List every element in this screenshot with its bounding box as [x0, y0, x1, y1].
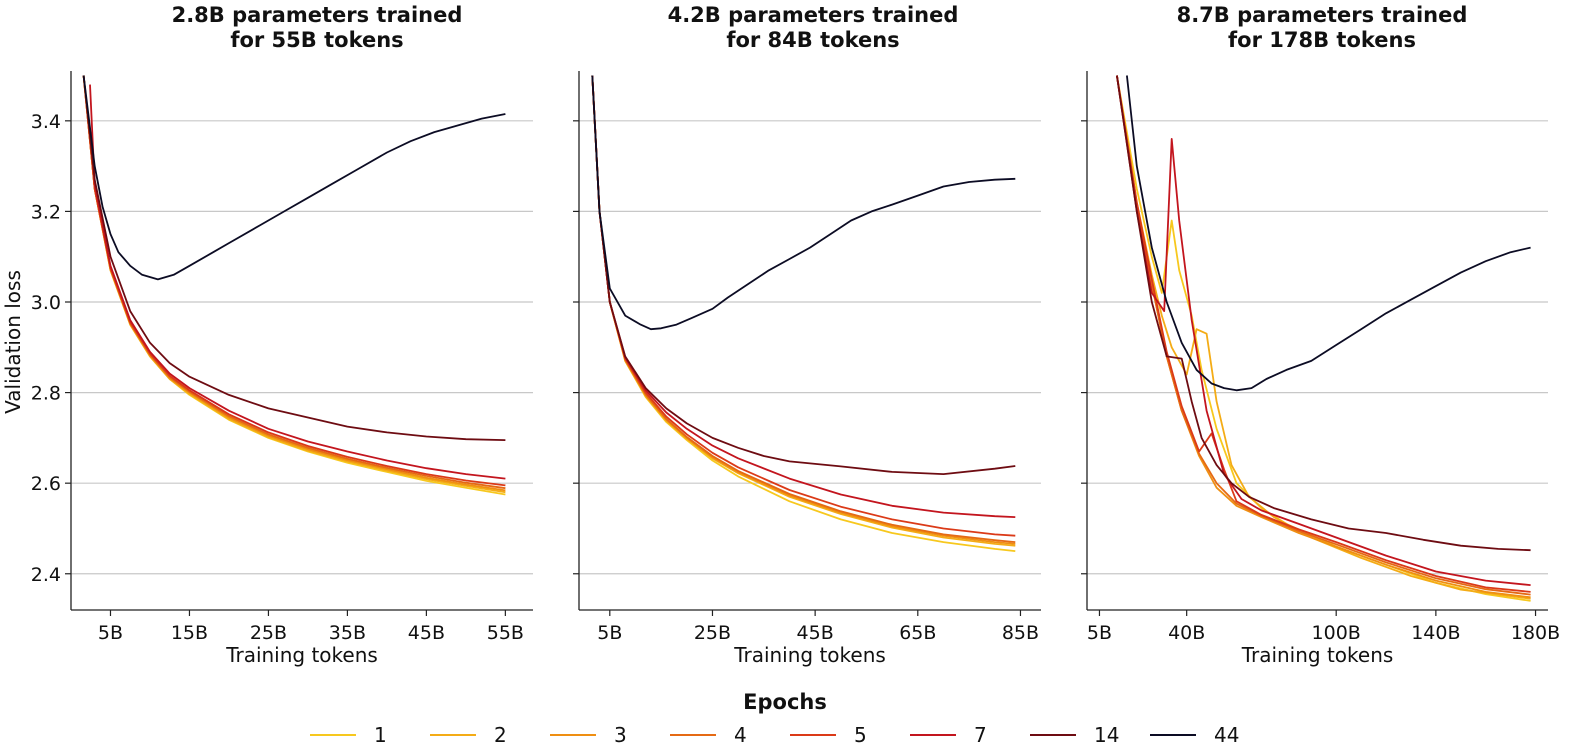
- x-tick-label: 140B: [1411, 622, 1460, 644]
- series-line-epochs-44: [1126, 75, 1531, 392]
- legend-label: 5: [854, 723, 867, 747]
- y-tick-label: 3.4: [31, 111, 61, 133]
- series-line-epochs-5: [1116, 75, 1531, 593]
- series-line-epochs-14: [591, 75, 1016, 476]
- x-axis-label: Training tokens: [225, 643, 378, 667]
- y-tick-label: 2.8: [31, 383, 61, 405]
- series-line-epochs-7: [1116, 75, 1531, 586]
- series-line-epochs-2: [591, 75, 1016, 547]
- series-line-epochs-5: [591, 75, 1016, 537]
- x-tick-label: 5B: [98, 622, 123, 644]
- x-tick-label: 180B: [1511, 622, 1560, 644]
- series-line-epochs-7: [591, 75, 1016, 518]
- legend: Epochs 1 2 3 4 5 7 14 44: [310, 690, 1239, 747]
- legend-label: 2: [494, 723, 507, 747]
- series-line-epochs-1: [82, 75, 506, 496]
- panel-title: 8.7B parameters trained: [1177, 3, 1468, 27]
- panel-title: for 178B tokens: [1228, 28, 1416, 52]
- legend-label: 7: [974, 723, 987, 747]
- legend-label: 44: [1214, 723, 1239, 747]
- x-tick-label: 45B: [797, 622, 834, 644]
- x-tick-label: 55B: [487, 622, 524, 644]
- x-axis-label: Training tokens: [1241, 643, 1394, 667]
- x-tick-label: 35B: [329, 622, 366, 644]
- panel-1: 2.4 2.6 2.8 3.0 3.2 3.4 5B 15B 25B 35B 45B 55B Train…: [31, 3, 533, 667]
- legend-entry-14: 14: [1030, 723, 1119, 747]
- y-tick-label: 2.4: [31, 564, 61, 586]
- series-line-epochs-4: [591, 75, 1016, 543]
- x-tick-label: 45B: [408, 622, 445, 644]
- x-tick-label: 40B: [1168, 622, 1205, 644]
- x-axis-label: Training tokens: [733, 643, 886, 667]
- y-tick-label: 3.2: [31, 201, 61, 223]
- panel-title: 2.8B parameters trained: [172, 3, 463, 27]
- y-axis-label: Validation loss: [1, 270, 25, 414]
- series-line-epochs-1: [591, 75, 1016, 552]
- series-line-epochs-7: [89, 84, 506, 480]
- series-line-epochs-44: [591, 75, 1016, 331]
- series-line-epochs-4: [82, 75, 506, 490]
- legend-entry-1: 1: [310, 723, 387, 747]
- panel-2: 5B 25B 45B 65B 85B Training tokens 4.2B parame…: [573, 3, 1041, 667]
- legend-label: 4: [734, 723, 747, 747]
- panel-title: for 84B tokens: [726, 28, 899, 52]
- series-line-epochs-3: [82, 75, 506, 492]
- series-line-epochs-4: [1116, 75, 1531, 596]
- panel-title: for 55B tokens: [230, 28, 403, 52]
- series-line-epochs-14: [82, 75, 506, 441]
- panel-title: 4.2B parameters trained: [668, 3, 959, 27]
- series-line-epochs-14: [1116, 75, 1531, 552]
- chart-panels: 2.4 2.6 2.8 3.0 3.2 3.4 5B 15B 25B 35B 45B 55B Train…: [31, 3, 1560, 667]
- legend-title: Epochs: [743, 690, 827, 714]
- legend-entry-4: 4: [670, 723, 747, 747]
- x-tick-label: 25B: [250, 622, 287, 644]
- y-tick-label: 3.0: [31, 292, 61, 314]
- x-tick-label: 85B: [1002, 622, 1039, 644]
- series-line-epochs-2: [82, 75, 506, 494]
- legend-entry-44: 44: [1150, 723, 1239, 747]
- x-tick-label: 100B: [1312, 622, 1361, 644]
- legend-entries: 1 2 3 4 5 7 14 44: [310, 723, 1239, 747]
- x-tick-label: 15B: [171, 622, 208, 644]
- x-tick-label: 25B: [694, 622, 731, 644]
- legend-entry-5: 5: [790, 723, 867, 747]
- x-tick-label: 5B: [1087, 622, 1112, 644]
- legend-entry-2: 2: [430, 723, 507, 747]
- legend-entry-3: 3: [550, 723, 627, 747]
- series-line-epochs-5: [82, 75, 506, 487]
- series-line-epochs-44: [82, 75, 506, 281]
- legend-label: 3: [614, 723, 627, 747]
- x-tick-label: 5B: [597, 622, 622, 644]
- legend-label: 1: [374, 723, 387, 747]
- x-tick-label: 65B: [899, 622, 936, 644]
- panel-3: 5B 40B 100B 140B 180B Training tokens 8.7B par…: [1081, 3, 1560, 667]
- y-tick-label: 2.6: [31, 473, 61, 495]
- legend-entry-7: 7: [910, 723, 987, 747]
- legend-label: 14: [1094, 723, 1119, 747]
